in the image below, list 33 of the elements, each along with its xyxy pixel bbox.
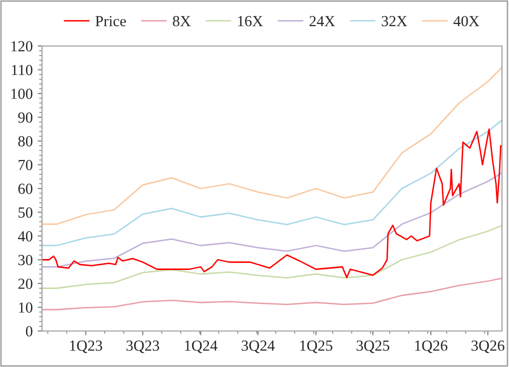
x-tick-label: 3Q24 xyxy=(242,340,275,354)
x-tick-label: 3Q26 xyxy=(472,340,504,354)
legend-label: Price xyxy=(95,16,126,26)
legend-label: 32X xyxy=(382,16,408,26)
line-series xyxy=(42,128,502,278)
legend-label: 24X xyxy=(310,16,335,26)
line-series xyxy=(42,172,502,268)
x-tick-label: 1Q26 xyxy=(415,340,448,354)
line-series xyxy=(42,66,502,225)
line-series xyxy=(42,224,502,289)
x-tick-label: 1Q23 xyxy=(70,340,102,354)
y-tick-label: 40 xyxy=(18,231,32,242)
x-tick-label: 1Q24 xyxy=(185,340,218,354)
y-tick-label: 0 xyxy=(26,326,32,336)
y-tick-label: 100 xyxy=(11,88,32,99)
y-tick-label: 90 xyxy=(18,112,32,123)
line-series xyxy=(42,278,502,310)
y-tick-label: 110 xyxy=(12,64,32,76)
y-tick-label: 10 xyxy=(19,302,32,313)
y-tick-label: 60 xyxy=(18,184,32,194)
y-tick-label: 80 xyxy=(18,136,32,146)
y-tick-label: 120 xyxy=(11,41,32,52)
y-tick-label: 30 xyxy=(18,254,32,266)
x-tick-label: 1Q25 xyxy=(300,340,332,354)
legend-label: 8X xyxy=(172,16,191,26)
line-series xyxy=(42,119,502,246)
y-tick-label: 50 xyxy=(18,207,32,218)
y-tick-label: 20 xyxy=(18,278,32,289)
y-tick-label: 70 xyxy=(18,160,32,170)
legend-label: 40X xyxy=(454,16,480,26)
x-tick-label: 3Q23 xyxy=(126,340,160,354)
legend-label: 16X xyxy=(238,16,263,26)
x-tick-label: 3Q25 xyxy=(356,340,390,354)
